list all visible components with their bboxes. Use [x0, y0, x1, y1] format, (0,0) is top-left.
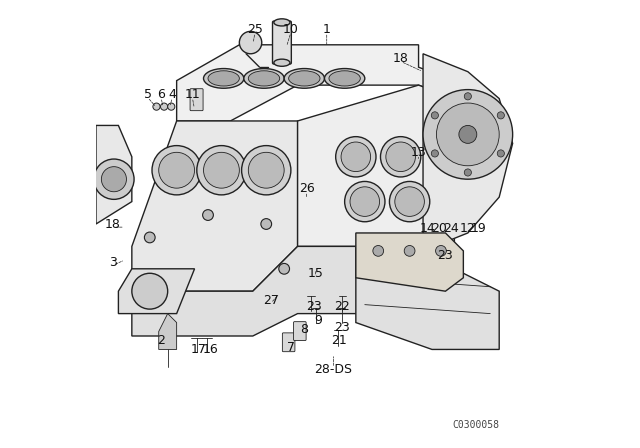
Polygon shape	[118, 269, 195, 314]
Polygon shape	[356, 246, 499, 349]
Ellipse shape	[329, 71, 360, 86]
Circle shape	[145, 232, 155, 243]
Text: 9: 9	[314, 314, 322, 327]
Polygon shape	[177, 45, 454, 121]
Ellipse shape	[248, 71, 280, 86]
Circle shape	[279, 263, 289, 274]
Ellipse shape	[197, 146, 246, 195]
Circle shape	[459, 125, 477, 143]
Text: 16: 16	[202, 343, 218, 356]
Polygon shape	[159, 314, 177, 349]
Circle shape	[423, 90, 513, 179]
Circle shape	[404, 246, 415, 256]
Text: 10: 10	[283, 22, 299, 36]
Text: 6: 6	[157, 87, 165, 101]
Circle shape	[431, 112, 438, 119]
Text: 1: 1	[323, 22, 331, 36]
Text: 7: 7	[287, 340, 295, 354]
Text: 26: 26	[299, 181, 314, 195]
Circle shape	[94, 159, 134, 199]
Text: 22: 22	[335, 300, 350, 314]
Text: C0300058: C0300058	[452, 420, 499, 430]
Text: 24: 24	[444, 222, 459, 235]
Circle shape	[497, 112, 504, 119]
Ellipse shape	[244, 69, 284, 88]
Ellipse shape	[341, 142, 371, 172]
Circle shape	[132, 273, 168, 309]
Text: 5: 5	[143, 87, 152, 101]
Ellipse shape	[284, 69, 324, 88]
FancyBboxPatch shape	[273, 21, 291, 64]
Text: 23: 23	[307, 300, 322, 314]
Ellipse shape	[395, 187, 424, 216]
Polygon shape	[132, 121, 298, 291]
Circle shape	[436, 246, 446, 256]
Circle shape	[203, 210, 213, 220]
Text: 2: 2	[157, 334, 165, 347]
Circle shape	[431, 150, 438, 157]
Polygon shape	[298, 85, 454, 246]
Ellipse shape	[324, 69, 365, 88]
Ellipse shape	[204, 152, 239, 188]
Circle shape	[464, 93, 472, 100]
Circle shape	[161, 103, 168, 110]
Text: 18: 18	[105, 217, 121, 231]
Ellipse shape	[274, 59, 290, 66]
Ellipse shape	[344, 181, 385, 222]
Ellipse shape	[152, 146, 202, 195]
Text: 17: 17	[190, 343, 206, 356]
Ellipse shape	[242, 146, 291, 195]
Ellipse shape	[350, 187, 380, 216]
Text: 25: 25	[247, 22, 263, 36]
Text: 12: 12	[460, 222, 476, 235]
FancyBboxPatch shape	[282, 333, 295, 352]
Circle shape	[261, 219, 271, 229]
Text: 23: 23	[333, 320, 349, 334]
Text: 23: 23	[438, 249, 453, 262]
Polygon shape	[423, 54, 513, 251]
Ellipse shape	[248, 152, 284, 188]
Text: 11: 11	[184, 87, 200, 101]
Text: 20: 20	[431, 222, 447, 235]
Text: 3: 3	[109, 255, 117, 269]
Text: 15: 15	[308, 267, 323, 280]
Circle shape	[497, 150, 504, 157]
Circle shape	[464, 169, 472, 176]
Ellipse shape	[389, 181, 430, 222]
Ellipse shape	[208, 71, 239, 86]
Polygon shape	[356, 233, 463, 291]
Ellipse shape	[289, 71, 320, 86]
Text: 14: 14	[420, 222, 435, 235]
Ellipse shape	[159, 152, 195, 188]
Polygon shape	[96, 125, 132, 224]
Text: 4: 4	[168, 87, 176, 101]
Circle shape	[436, 103, 499, 166]
Ellipse shape	[335, 137, 376, 177]
Circle shape	[239, 31, 262, 54]
Circle shape	[101, 167, 127, 192]
Text: 21: 21	[332, 334, 347, 347]
Ellipse shape	[274, 19, 290, 26]
Ellipse shape	[386, 142, 415, 172]
Text: 8: 8	[300, 323, 308, 336]
Text: 19: 19	[471, 222, 487, 235]
Text: 13: 13	[411, 146, 426, 159]
Polygon shape	[132, 224, 454, 336]
Ellipse shape	[204, 69, 244, 88]
Ellipse shape	[380, 137, 421, 177]
Text: 28-DS: 28-DS	[314, 363, 353, 376]
Circle shape	[168, 103, 175, 110]
FancyBboxPatch shape	[190, 89, 203, 111]
Circle shape	[153, 103, 160, 110]
FancyBboxPatch shape	[294, 322, 306, 340]
Text: 27: 27	[263, 293, 278, 307]
Circle shape	[373, 246, 383, 256]
Text: 18: 18	[393, 52, 408, 65]
